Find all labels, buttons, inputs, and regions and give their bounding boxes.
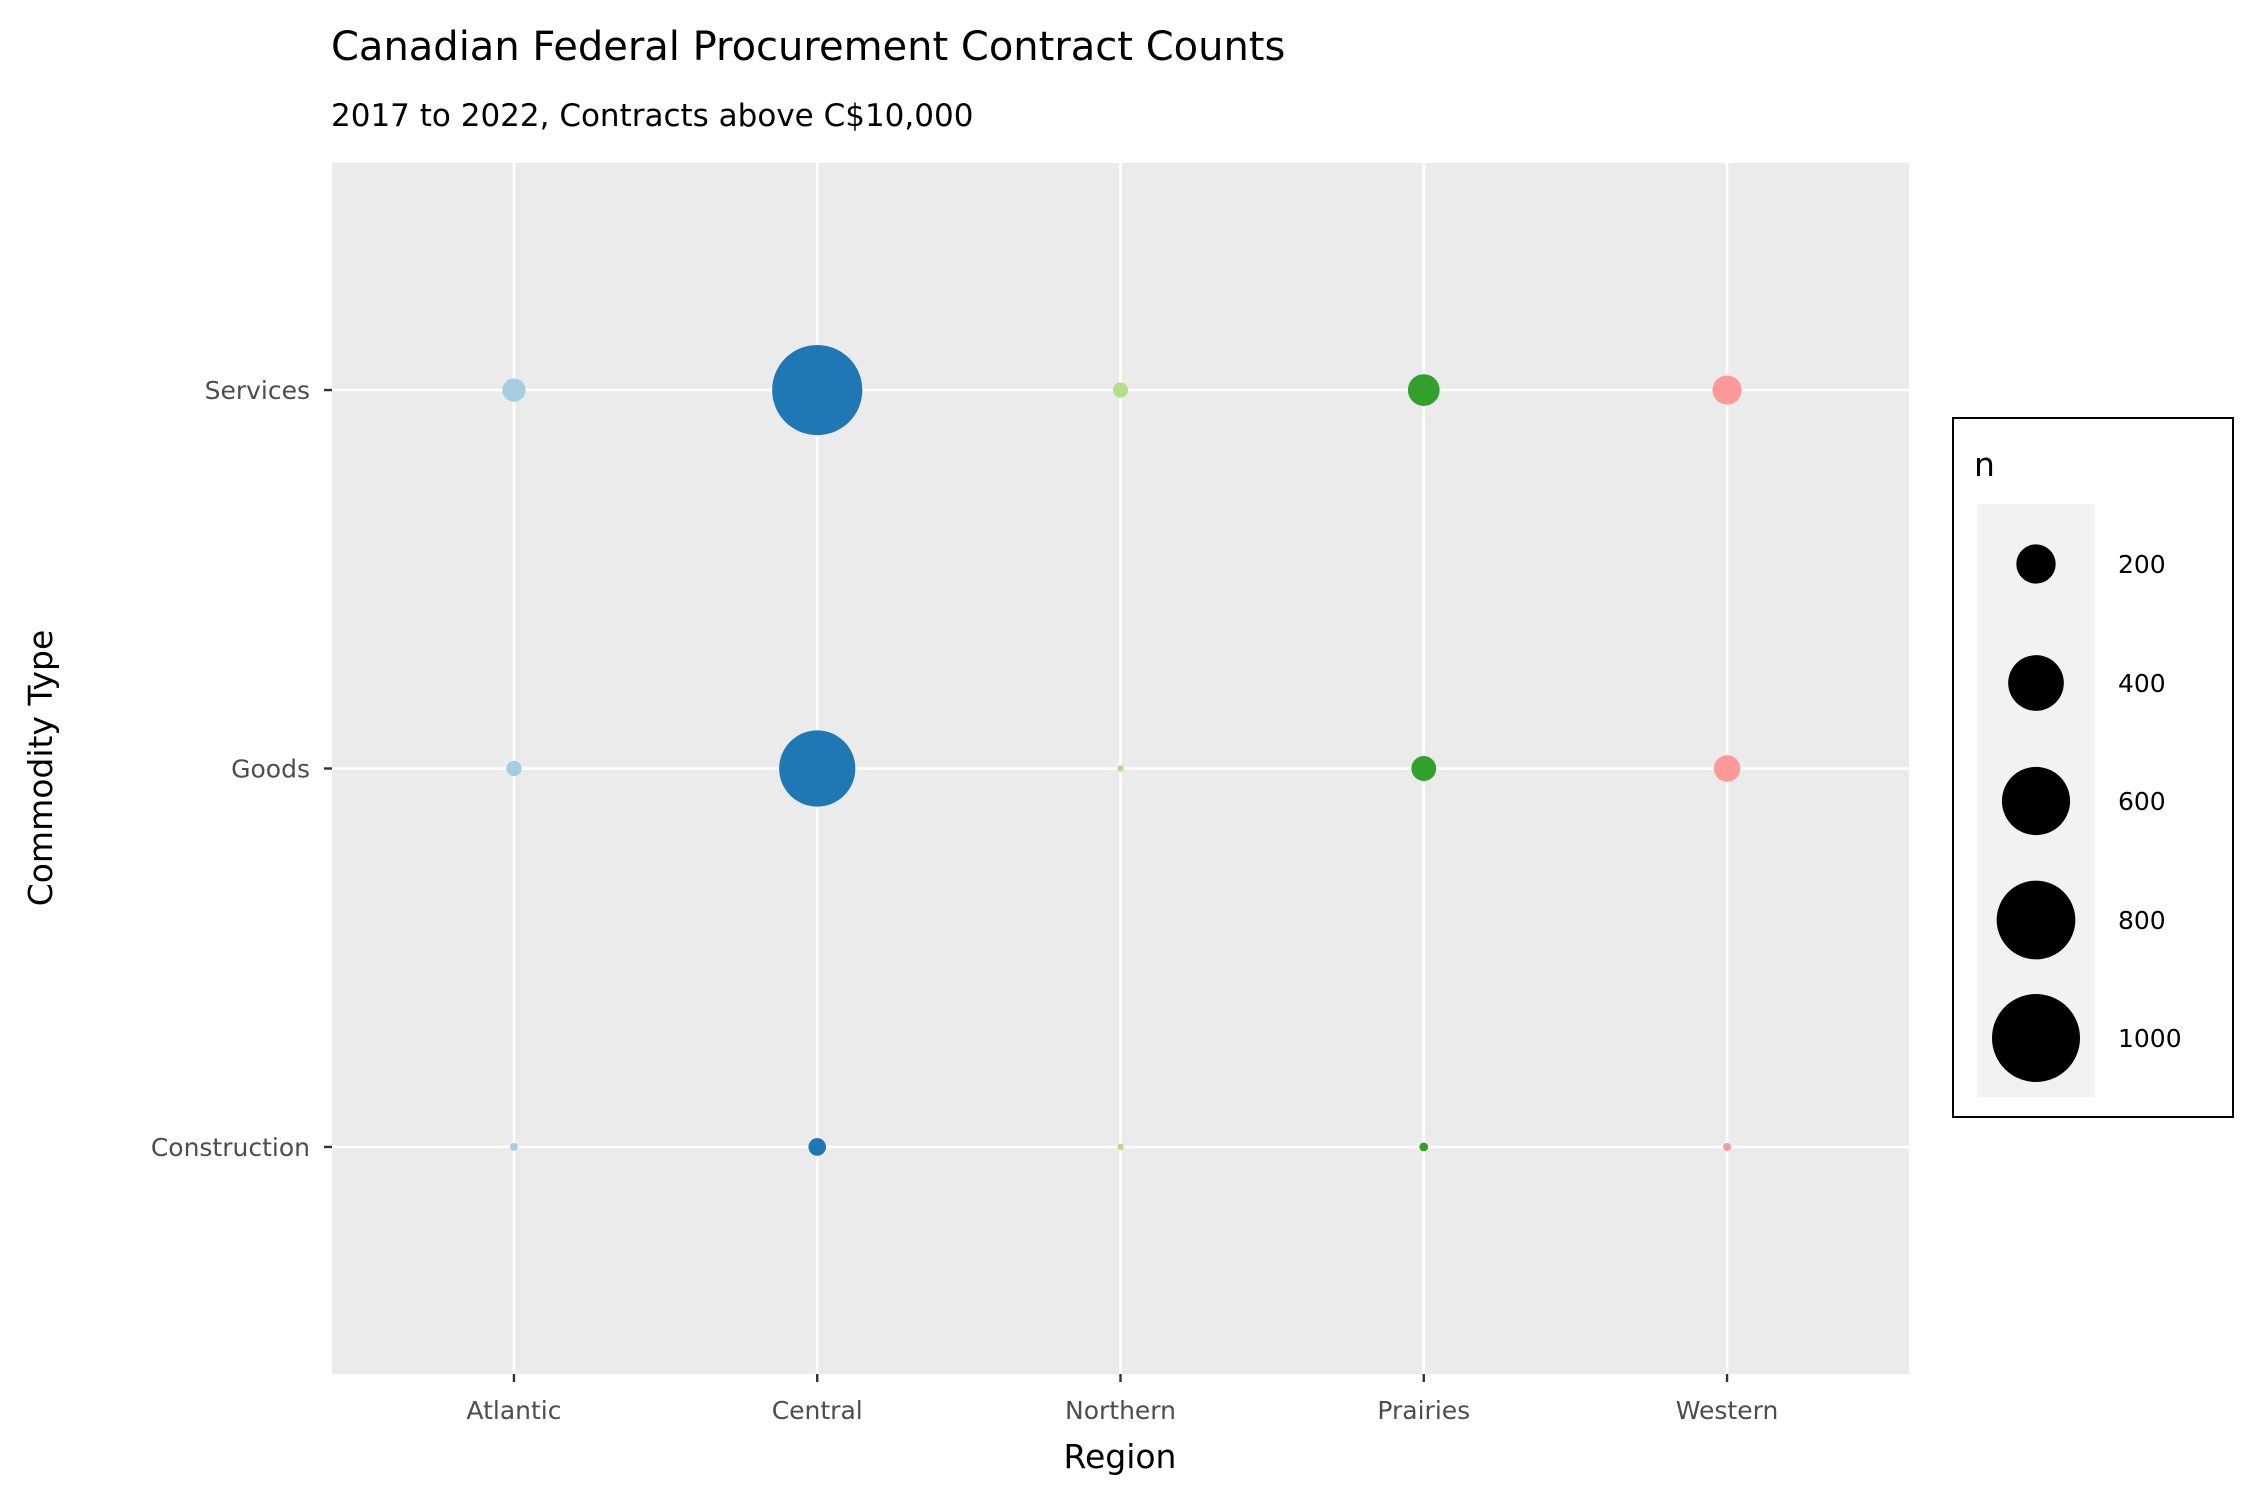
- legend-title: n: [1974, 445, 1995, 484]
- legend-label: 1000: [2118, 1024, 2182, 1053]
- legend-key: [2008, 655, 2064, 711]
- legend-key: [1996, 880, 2076, 960]
- x-tick-label: Central: [772, 1396, 863, 1425]
- size-legend: n 200 400 600 800 1000: [1952, 417, 2234, 1118]
- data-point: [510, 1143, 518, 1151]
- data-point: [1407, 374, 1440, 406]
- x-axis-title: Region: [1064, 1437, 1177, 1476]
- chart-title: Canadian Federal Procurement Contract Co…: [331, 24, 1285, 70]
- data-point: [1117, 1143, 1124, 1151]
- legend-label: 200: [2118, 550, 2166, 579]
- legend-label: 800: [2118, 906, 2166, 935]
- data-point: [779, 730, 856, 807]
- legend-label: 400: [2118, 669, 2166, 698]
- legend-key: [2001, 766, 2071, 836]
- data-point: [502, 378, 526, 402]
- x-tick-label: Atlantic: [466, 1396, 561, 1425]
- data-point: [808, 1138, 827, 1156]
- data-points: [502, 344, 1742, 1156]
- data-point: [1419, 1142, 1429, 1152]
- legend-key: [1992, 994, 2080, 1082]
- data-point: [1712, 375, 1742, 405]
- legend-label: 600: [2118, 787, 2166, 816]
- legend-key: [2016, 544, 2056, 584]
- data-point: [1713, 755, 1741, 782]
- y-tick-label: Services: [205, 376, 310, 405]
- x-tick-label: Prairies: [1377, 1396, 1470, 1425]
- y-axis: Construction Goods Services: [151, 376, 332, 1162]
- legend-items: 200 400 600 800 1000: [1992, 544, 2182, 1082]
- chart-subtitle: 2017 to 2022, Contracts above C$10,000: [331, 98, 973, 134]
- data-point: [1112, 382, 1129, 398]
- y-tick-label: Construction: [151, 1133, 310, 1162]
- data-point: [772, 344, 863, 436]
- x-axis: Atlantic Central Northern Prairies Western: [466, 1374, 1778, 1425]
- x-tick-label: Northern: [1065, 1396, 1176, 1425]
- data-point: [1723, 1143, 1731, 1151]
- y-axis-title: Commodity Type: [21, 630, 60, 907]
- data-point: [1117, 765, 1124, 772]
- data-point: [1411, 756, 1437, 781]
- x-tick-label: Western: [1676, 1396, 1779, 1425]
- data-point: [506, 760, 522, 777]
- y-tick-label: Goods: [231, 755, 310, 784]
